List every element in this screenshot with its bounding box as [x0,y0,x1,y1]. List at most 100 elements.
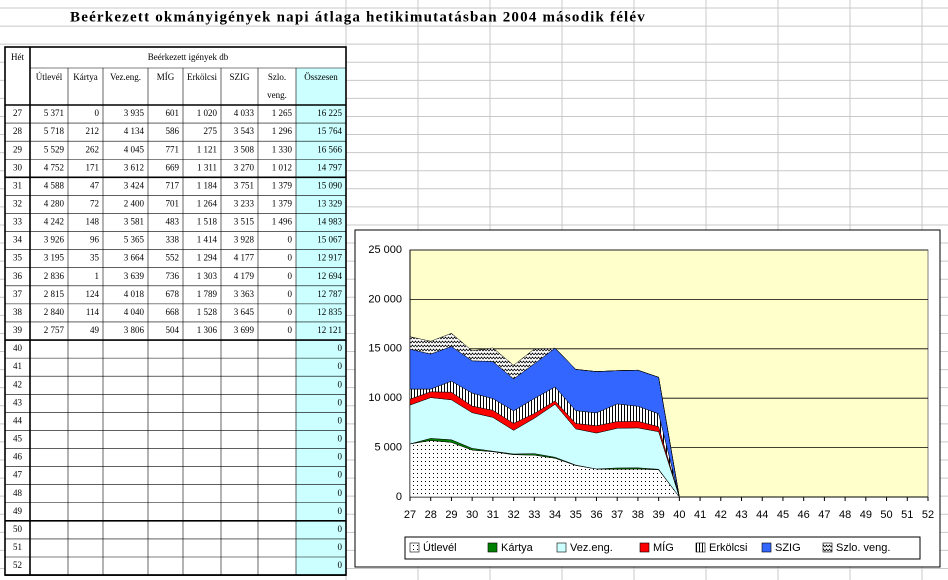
week-cell: 29 [13,144,23,154]
value-cell: 0 [338,524,343,534]
y-tick-label: 20 000 [368,293,402,305]
value-cell: 15 764 [317,126,342,136]
value-cell: 4 033 [234,108,255,118]
legend-swatch [695,542,706,553]
week-header: Hét [11,52,24,62]
value-cell: 1 330 [272,144,293,154]
week-cell: 36 [13,271,23,281]
value-cell: 0 [338,488,343,498]
week-cell: 34 [13,235,23,245]
value-cell: 1 012 [272,162,292,172]
week-cell: 45 [13,434,23,444]
x-tick-label: 42 [715,509,727,521]
value-cell: 2 836 [44,271,65,281]
value-cell: 3 935 [124,108,145,118]
value-cell: 4 588 [44,180,65,190]
value-cell: 1 020 [197,108,218,118]
value-cell: 1 265 [272,108,293,118]
value-cell: 338 [166,235,180,245]
value-cell: 0 [338,452,343,462]
week-cell: 48 [13,488,23,498]
value-cell: 12 835 [317,307,342,317]
y-tick-label: 5 000 [374,442,402,454]
value-cell: 552 [166,253,180,263]
week-cell: 46 [13,452,23,462]
value-cell: 3 926 [44,235,65,245]
value-cell: 3 543 [234,126,255,136]
y-tick-label: 10 000 [368,392,402,404]
value-cell: 3 645 [234,307,255,317]
column-header: SZIG [230,72,251,82]
value-cell: 3 639 [124,271,145,281]
value-cell: 1 414 [197,235,218,245]
legend-label: Útlevél [423,541,457,554]
x-tick-label: 43 [735,509,747,521]
value-cell: 3 664 [124,253,145,263]
week-cell: 41 [13,361,22,371]
legend-swatch [556,542,567,553]
value-cell: 3 508 [234,144,255,154]
value-cell: 212 [86,126,100,136]
x-tick-label: 32 [507,509,519,521]
week-cell: 47 [13,470,23,480]
legend-label: MÍG [653,541,674,554]
value-cell: 0 [338,506,343,516]
value-cell: 4 045 [124,144,145,154]
value-cell: 4 040 [124,307,145,317]
value-cell: 3 612 [124,162,144,172]
value-cell: 4 134 [124,126,145,136]
value-cell: 4 018 [124,289,145,299]
value-cell: 12 694 [317,271,342,281]
value-cell: 47 [90,180,100,190]
value-cell: 1 [95,271,100,281]
value-cell: 668 [166,307,180,317]
value-cell: 0 [288,253,293,263]
value-cell: 12 787 [317,289,342,299]
value-cell: 4 179 [234,271,255,281]
value-cell: 717 [166,180,180,190]
value-cell: 275 [204,126,218,136]
value-cell: 124 [86,289,100,299]
value-cell: 14 797 [317,162,342,172]
value-cell: 0 [338,397,343,407]
legend-swatch [761,542,772,553]
value-cell: 3 581 [124,217,144,227]
value-cell: 1 518 [197,217,218,227]
value-cell: 3 751 [234,180,254,190]
value-cell: 669 [166,162,180,172]
x-tick-label: 46 [798,509,810,521]
value-cell: 15 090 [317,180,342,190]
x-tick-label: 45 [777,509,789,521]
x-tick-label: 50 [880,509,892,521]
value-cell: 14 983 [317,217,342,227]
x-tick-label: 27 [404,509,416,521]
week-cell: 32 [13,199,22,209]
x-tick-label: 30 [466,509,478,521]
value-cell: 0 [338,379,343,389]
value-cell: 4 280 [44,199,65,209]
value-cell: 586 [166,126,180,136]
week-cell: 44 [13,415,23,425]
value-cell: 1 306 [197,325,218,335]
x-tick-label: 37 [611,509,623,521]
column-header: Kártya [73,72,98,82]
column-header: Összesen [304,72,338,82]
y-tick-label: 0 [396,491,402,503]
value-cell: 4 752 [44,162,64,172]
column-header: MÍG [157,72,175,82]
table-bg [5,47,346,576]
x-tick-label: 29 [445,509,457,521]
column-header: Vez.eng. [110,72,141,82]
value-cell: 4 242 [44,217,64,227]
value-cell: 0 [338,361,343,371]
value-cell: 49 [90,325,100,335]
legend-swatch [822,542,833,553]
legend-label: Erkölcsi [709,542,748,554]
value-cell: 148 [86,217,100,227]
value-cell: 0 [338,343,343,353]
value-cell: 5 365 [124,235,145,245]
legend-label: Szlo. veng. [836,542,890,554]
y-tick-label: 15 000 [368,343,402,355]
value-cell: 3 195 [44,253,65,263]
value-cell: 5 718 [44,126,65,136]
